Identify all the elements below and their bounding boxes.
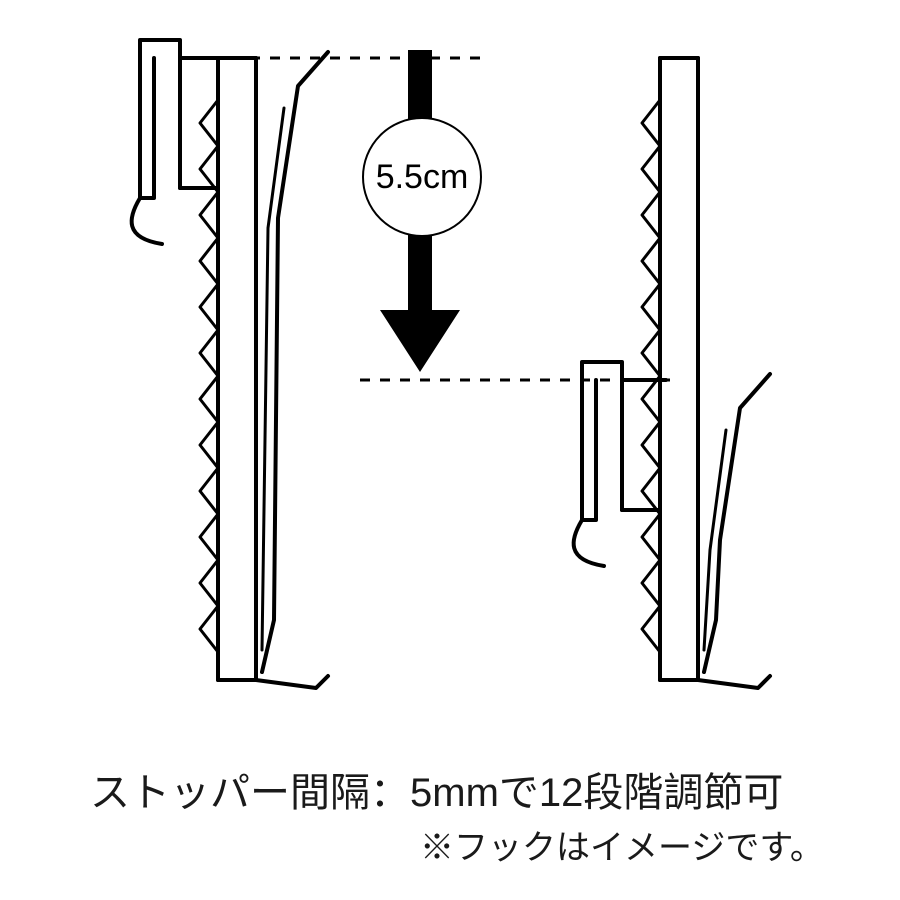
- caption-main: ストッパー間隔：5mmで12段階調節可: [90, 760, 783, 818]
- measurement-value: 5.5cm: [376, 158, 469, 197]
- diagram-canvas: 5.5cm ストッパー間隔：5mmで12段階調節可 ※フックはイメージです。: [0, 0, 900, 900]
- caption-note: ※フックはイメージです。: [420, 820, 824, 869]
- measurement-badge: 5.5cm: [362, 117, 482, 237]
